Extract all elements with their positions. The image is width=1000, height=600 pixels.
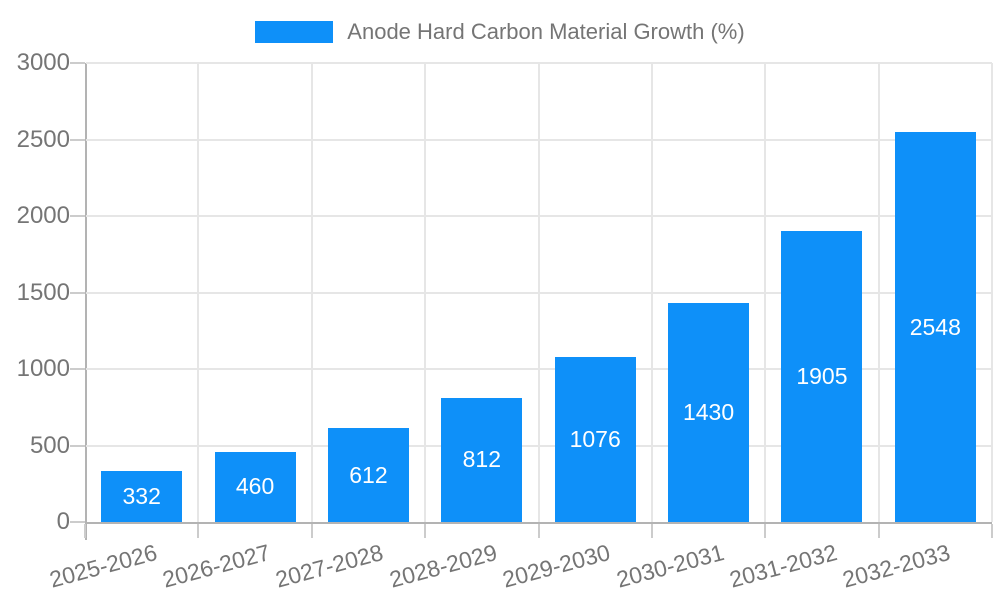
x-axis-line xyxy=(85,522,992,524)
bar: 332 xyxy=(101,471,183,522)
x-gridline xyxy=(310,63,313,522)
x-gridline xyxy=(537,63,540,522)
y-axis-tick-label: 1000 xyxy=(16,355,70,382)
x-axis-tick-label: 2029-2030 xyxy=(499,539,613,593)
x-axis-tick-label: 2030-2031 xyxy=(613,539,727,593)
y-tick xyxy=(70,62,85,64)
x-axis-tick-label: 2026-2027 xyxy=(159,539,273,593)
x-tick xyxy=(84,524,86,538)
bar-value-label: 1905 xyxy=(796,362,848,389)
x-tick xyxy=(650,524,653,538)
bar: 812 xyxy=(441,397,523,522)
x-gridline xyxy=(650,63,653,522)
y-tick xyxy=(70,215,85,217)
bar: 460 xyxy=(214,451,296,522)
x-tick xyxy=(310,524,313,538)
legend-color-swatch xyxy=(255,21,334,43)
bar-value-label: 1430 xyxy=(682,399,735,426)
y-tick xyxy=(70,291,85,294)
bar-value-label: 2548 xyxy=(909,313,961,340)
y-axis-tick-label: 2000 xyxy=(16,202,70,229)
x-gridline xyxy=(764,63,767,522)
bar-value-label: 812 xyxy=(462,446,501,473)
y-axis-tick-label: 500 xyxy=(29,431,70,459)
x-axis-tick-label: 2025-2026 xyxy=(46,539,160,593)
x-tick xyxy=(197,524,200,538)
x-axis-tick-label: 2027-2028 xyxy=(273,539,387,593)
x-gridline xyxy=(991,63,993,522)
bar: 2548 xyxy=(894,132,976,522)
bar: 1076 xyxy=(554,357,636,522)
bar: 1905 xyxy=(781,230,863,522)
y-axis-tick-label: 2500 xyxy=(16,125,70,153)
x-tick xyxy=(764,524,767,538)
chart-legend: Anode Hard Carbon Material Growth (%) xyxy=(0,19,1000,45)
x-gridline xyxy=(424,63,427,522)
y-tick xyxy=(70,138,85,141)
y-axis-tick-label: 0 xyxy=(56,508,70,535)
bar-value-label: 612 xyxy=(349,461,388,488)
x-tick xyxy=(991,524,993,538)
y-axis-line xyxy=(85,63,87,540)
bar-value-label: 460 xyxy=(235,473,275,500)
bar-value-label: 1076 xyxy=(569,426,621,453)
y-tick xyxy=(70,368,85,370)
y-tick xyxy=(70,444,85,447)
x-axis-tick-label: 2032-2033 xyxy=(840,539,954,593)
y-axis-tick-label: 3000 xyxy=(16,49,70,76)
y-tick xyxy=(70,521,85,523)
x-gridline xyxy=(197,63,200,522)
x-tick xyxy=(877,524,880,538)
bar-value-label: 332 xyxy=(122,483,161,510)
legend-label: Anode Hard Carbon Material Growth (%) xyxy=(347,19,745,44)
x-tick xyxy=(424,524,427,538)
x-gridline xyxy=(877,63,880,522)
bar: 612 xyxy=(327,428,409,522)
x-axis-tick-label: 2031-2032 xyxy=(726,539,840,593)
x-axis-tick-label: 2028-2029 xyxy=(386,539,500,593)
bar: 1430 xyxy=(668,303,750,522)
x-tick xyxy=(537,524,540,538)
y-axis-tick-label: 1500 xyxy=(16,278,70,306)
